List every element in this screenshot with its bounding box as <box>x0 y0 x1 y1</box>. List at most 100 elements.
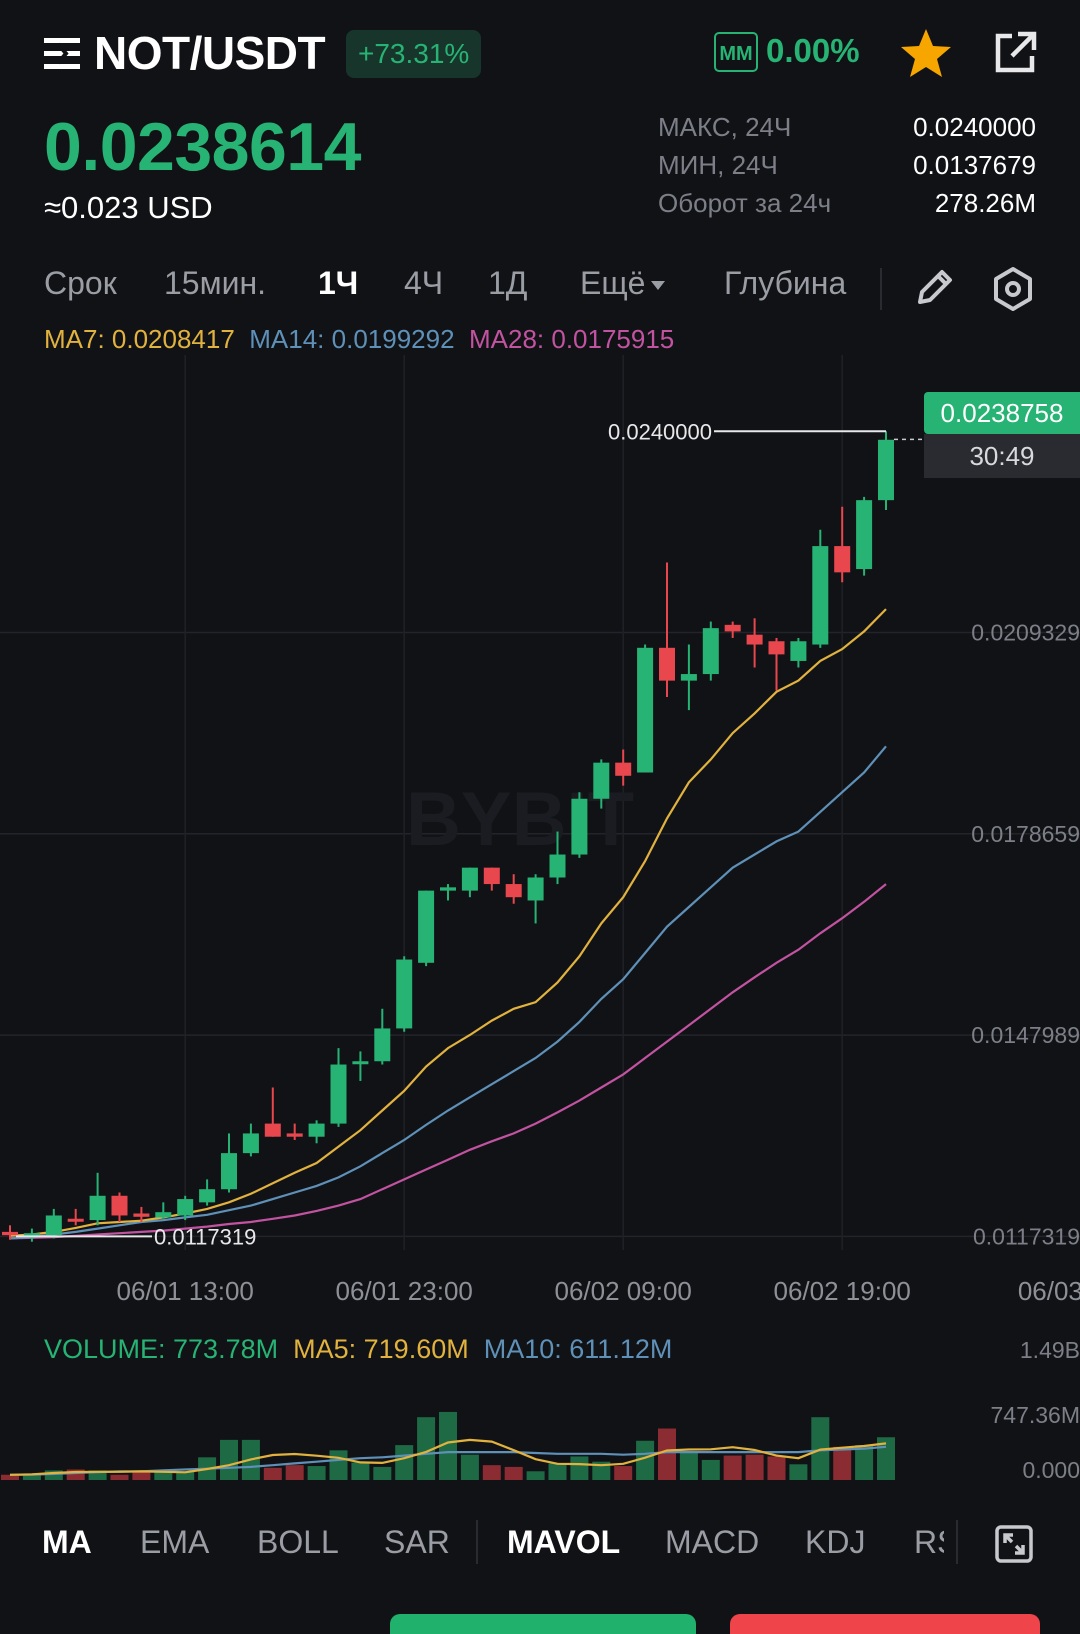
indicator-tab-ma[interactable]: MA <box>42 1524 92 1560</box>
candle-body <box>23 1233 40 1237</box>
settings-gear-icon[interactable] <box>990 266 1036 312</box>
volume-bar <box>658 1428 676 1480</box>
candle-body <box>330 1064 347 1124</box>
candle-body <box>527 877 544 901</box>
candle-body <box>549 854 566 878</box>
volume-bar <box>789 1464 808 1480</box>
turnover-24h-label: Оборот за 24ч <box>658 188 832 218</box>
ma28-line <box>9 883 887 1240</box>
tab-depth[interactable]: Глубина <box>724 265 847 301</box>
volume-axis-label: 1.49B <box>1020 1337 1080 1363</box>
candle-body <box>221 1153 237 1190</box>
candle-body <box>746 634 763 645</box>
tab-more[interactable]: Ещё <box>580 265 666 302</box>
tab-divider <box>880 268 882 310</box>
candle-body <box>834 546 851 573</box>
candle-body <box>133 1213 150 1217</box>
price-axis-label: 0.0178659 <box>971 821 1080 847</box>
indicator-tab-mavol[interactable]: MAVOL <box>507 1524 621 1560</box>
menu-lines-icon[interactable] <box>44 36 84 72</box>
candle-body <box>461 867 478 891</box>
volume-bar <box>307 1466 326 1480</box>
candle-body <box>155 1212 172 1218</box>
volume-bar <box>351 1462 370 1480</box>
candle-body <box>199 1189 216 1203</box>
indicator-tab-kdj[interactable]: KDJ <box>805 1524 866 1560</box>
volume-bar <box>110 1474 129 1480</box>
candle-body <box>724 624 741 632</box>
volume-bar <box>395 1445 414 1480</box>
mm-rate-value: 0.00% <box>766 32 860 69</box>
candle-body <box>2 1231 18 1236</box>
buy-button[interactable] <box>390 1614 696 1634</box>
caret-down-icon <box>651 281 666 291</box>
candle-body <box>702 628 719 675</box>
volume-bar <box>132 1472 151 1480</box>
tab-1d[interactable]: 1Д <box>488 265 528 301</box>
usd-equivalent: ≈0.023 USD <box>44 190 213 225</box>
candle-body <box>659 647 675 681</box>
ma14-legend: MA14: 0.0199292 <box>249 324 455 354</box>
volume-legend: VOLUME: 773.78M MA5: 719.60M MA10: 611.1… <box>44 1334 672 1365</box>
ma-legend: MA7: 0.0208417 MA14: 0.0199292 MA28: 0.0… <box>44 324 674 355</box>
volume-bar <box>482 1465 501 1480</box>
indicator-tab-boll[interactable]: BOLL <box>257 1524 339 1560</box>
volume-bar <box>570 1456 589 1480</box>
ma7-legend: MA7: 0.0208417 <box>44 324 235 354</box>
candle-body <box>856 500 873 570</box>
star-icon[interactable] <box>898 26 954 82</box>
candle-body <box>637 647 654 773</box>
volume-bar <box>417 1417 436 1480</box>
vol-ma5-value: MA5: 719.60M <box>293 1334 469 1364</box>
volume-bar <box>767 1456 786 1480</box>
indicator-tab-macd[interactable]: MACD <box>665 1524 760 1560</box>
time-axis-label: 06/02 09:00 <box>555 1276 692 1306</box>
sell-button[interactable] <box>730 1614 1040 1634</box>
candle-body <box>483 867 500 885</box>
pencil-draw-icon[interactable] <box>912 266 956 310</box>
candlestick-chart[interactable]: 0.0209329 0.0178659 0.0147989 0.0117319 06/0… <box>0 350 1080 1510</box>
tab-more-label: Ещё <box>580 265 646 301</box>
volume-bar <box>263 1467 282 1480</box>
mm-badge-icon[interactable]: MM <box>714 32 758 72</box>
indicator-tab-rsi[interactable]: RS <box>914 1524 944 1560</box>
candle-body <box>768 641 785 655</box>
volume-bar <box>176 1471 195 1480</box>
candle-body <box>440 887 456 891</box>
candle-body <box>374 1028 391 1062</box>
volume-bar <box>44 1470 63 1480</box>
indicator-tab-ema[interactable]: EMA <box>140 1524 210 1560</box>
trading-pair-title[interactable]: NOT/USDT <box>94 27 326 79</box>
candle-countdown: 30:49 <box>924 434 1080 478</box>
price-axis-label: 0.0147989 <box>971 1022 1080 1048</box>
change-percent-badge: +73.31% <box>346 30 482 78</box>
fullscreen-expand-icon[interactable] <box>994 1524 1034 1564</box>
volume-bar <box>1 1474 19 1480</box>
candle-body <box>111 1195 128 1216</box>
turnover-24h-value: 278.26M <box>934 188 1036 218</box>
volume-bar <box>504 1466 523 1480</box>
volume-bar <box>679 1451 698 1480</box>
candle-body <box>615 762 632 776</box>
price-axis-label: 0.0117319 <box>973 1223 1080 1249</box>
indicator-tab-sar[interactable]: SAR <box>384 1524 450 1560</box>
candle-body <box>264 1123 281 1137</box>
last-price: 0.0238614 <box>44 109 361 185</box>
volume-bar <box>154 1472 173 1480</box>
tab-4h[interactable]: 4Ч <box>404 265 444 301</box>
volume-bar <box>855 1445 874 1480</box>
tab-15min[interactable]: 15мин. <box>164 265 267 301</box>
external-share-icon[interactable] <box>990 28 1040 78</box>
candle-body <box>67 1218 84 1222</box>
ma7-line <box>9 608 887 1237</box>
tab-1h[interactable]: 1Ч <box>318 265 359 301</box>
high-24h-label: МАКС, 24Ч <box>658 112 792 142</box>
vol-ma10-value: MA10: 611.12M <box>483 1334 673 1364</box>
candle-body <box>286 1133 303 1137</box>
volume-bar <box>614 1466 633 1480</box>
low-24h-value: 0.0137679 <box>913 150 1036 180</box>
tab-period[interactable]: Срок <box>44 265 117 301</box>
volume-value: VOLUME: 773.78M <box>44 1334 279 1364</box>
high-marker-label: 0.0240000 <box>608 419 712 444</box>
volume-bar <box>220 1439 238 1480</box>
